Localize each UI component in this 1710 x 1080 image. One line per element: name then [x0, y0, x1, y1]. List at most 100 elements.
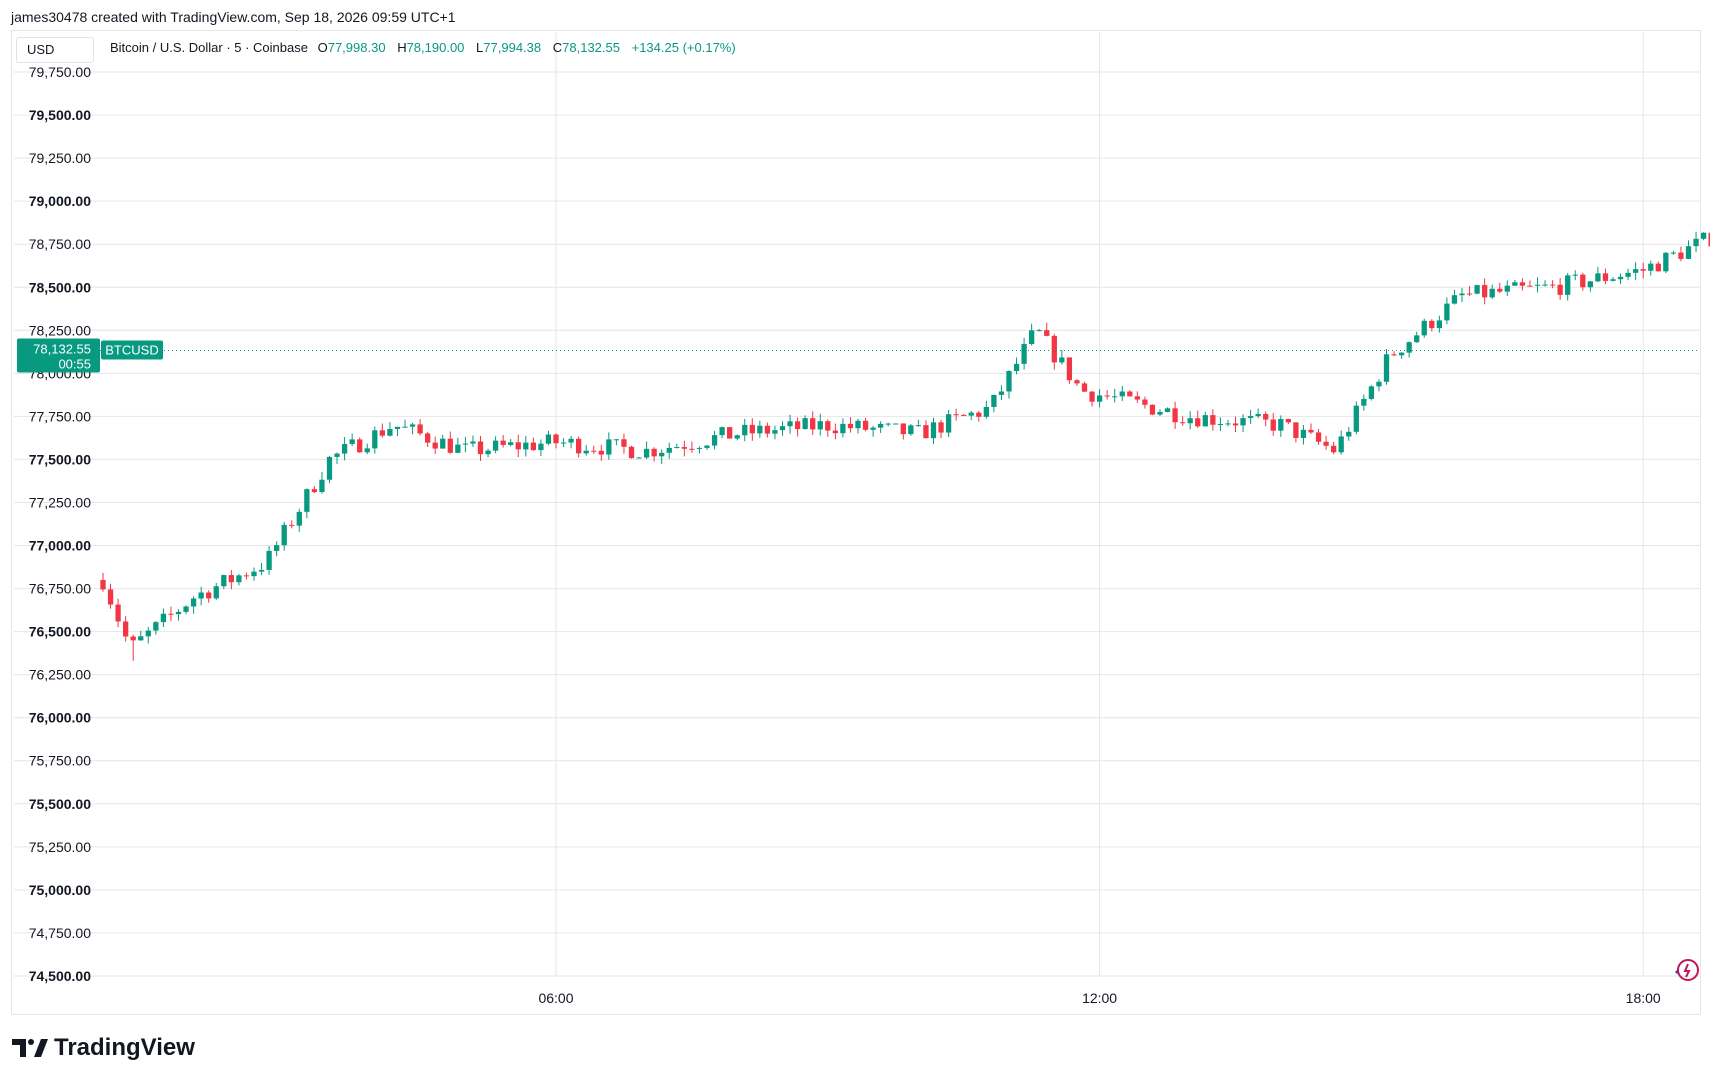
candle-body	[1383, 354, 1390, 382]
candle-body	[1376, 381, 1382, 387]
candle-body	[409, 424, 416, 427]
x-tick-label: 18:00	[1626, 990, 1661, 1006]
candle-body	[1610, 279, 1616, 281]
candle-body	[1187, 418, 1193, 424]
candle-body	[545, 434, 552, 444]
y-tick-label: 76,000.00	[29, 710, 91, 726]
candle-body	[440, 438, 446, 449]
brand-name: TradingView	[54, 1034, 195, 1061]
candle-body	[1270, 419, 1276, 431]
candle-body	[560, 442, 567, 444]
candle-body	[734, 435, 740, 439]
candle-body	[1648, 263, 1654, 271]
candle-body	[402, 426, 408, 428]
candle-body	[598, 450, 604, 455]
x-tick-label: 06:00	[538, 990, 573, 1006]
candle-body	[538, 443, 544, 451]
candle-body	[1044, 330, 1050, 336]
candle-body	[485, 450, 491, 455]
candle-body	[183, 606, 189, 612]
candle-body	[1089, 391, 1095, 402]
candle-body	[1066, 357, 1073, 381]
candle-body	[689, 448, 695, 450]
candle-body	[228, 575, 234, 583]
candle-body	[878, 423, 884, 428]
y-tick-label: 77,500.00	[29, 451, 91, 467]
candle-body	[1482, 285, 1488, 298]
y-tick-label: 78,750.00	[29, 236, 91, 252]
candle-body	[1429, 320, 1435, 329]
currency-button[interactable]: USD	[16, 37, 94, 63]
candle-body	[983, 406, 989, 417]
candle-body	[621, 439, 627, 447]
candle-body	[553, 434, 559, 444]
candle-body	[1459, 293, 1465, 296]
candle-body	[576, 438, 582, 454]
candle-body	[1338, 436, 1344, 453]
candle-body	[757, 425, 763, 434]
candle-body	[1421, 320, 1427, 336]
candle-body	[961, 414, 967, 416]
candle-body	[862, 420, 869, 430]
candle-body	[470, 441, 476, 444]
price-tag-countdown: 00:55	[58, 357, 91, 372]
candle-body	[674, 447, 680, 449]
candle-body	[523, 442, 529, 450]
candle-body	[258, 569, 265, 572]
low-value: 77,994.38	[483, 40, 542, 55]
candle-body	[1572, 274, 1578, 276]
candle-body	[1308, 429, 1314, 433]
candle-body	[1217, 424, 1224, 426]
candle-body	[213, 586, 219, 599]
candle-body	[1225, 423, 1231, 425]
y-tick-label: 74,500.00	[29, 968, 91, 984]
candle-body	[727, 427, 733, 439]
candle-body	[1051, 335, 1057, 363]
candle-body	[749, 424, 755, 434]
price-tag-box	[17, 338, 100, 373]
candlestick-chart[interactable]: 74,500.00 74,750.00 75,000.00 75,250.00 75,5…	[0, 0, 1710, 1030]
candle-body	[1625, 272, 1631, 277]
candle-body	[923, 425, 929, 439]
candle-body	[515, 442, 521, 450]
y-tick-label: 75,000.00	[29, 882, 91, 898]
candle-body	[779, 426, 786, 431]
candle-body	[855, 420, 861, 429]
candle-body	[1059, 357, 1065, 363]
candle-body	[1119, 391, 1125, 397]
candle-body	[1587, 281, 1593, 288]
candle-body	[364, 448, 370, 453]
candle-body	[794, 421, 801, 430]
candle-body	[704, 445, 710, 448]
candle-body	[998, 391, 1005, 395]
sparkle-icon[interactable]	[1672, 956, 1700, 984]
candle-body	[1247, 416, 1254, 419]
tradingview-brand[interactable]: TradingView	[12, 1034, 195, 1062]
candle-body	[492, 440, 499, 451]
candle-body	[130, 636, 136, 641]
symbol-legend: Bitcoin / U.S. Dollar · 5 · Coinbase O77…	[110, 40, 744, 55]
y-tick-label: 77,000.00	[29, 538, 91, 554]
candle-body	[1466, 293, 1473, 295]
candle-body	[1534, 284, 1541, 286]
candle-body	[681, 447, 687, 449]
candle-body	[991, 394, 997, 407]
candle-body	[1134, 396, 1140, 400]
candle-body	[100, 579, 106, 590]
candle-body	[1474, 285, 1480, 294]
y-tick-label: 77,250.00	[29, 494, 91, 510]
candle-body	[1255, 413, 1261, 417]
candle-body	[1414, 335, 1420, 343]
candle-body	[1164, 408, 1171, 412]
candle-body	[1293, 422, 1299, 438]
candle-body	[1489, 288, 1495, 298]
candle-body	[311, 489, 318, 493]
candle-body	[175, 611, 182, 615]
candle-body	[1074, 380, 1080, 384]
candle-body	[1580, 274, 1586, 288]
candle-body	[915, 425, 922, 427]
y-tick-label: 78,500.00	[29, 279, 91, 295]
low-label: L	[476, 40, 484, 55]
candle-body	[1527, 285, 1533, 287]
candle-body	[168, 613, 174, 615]
